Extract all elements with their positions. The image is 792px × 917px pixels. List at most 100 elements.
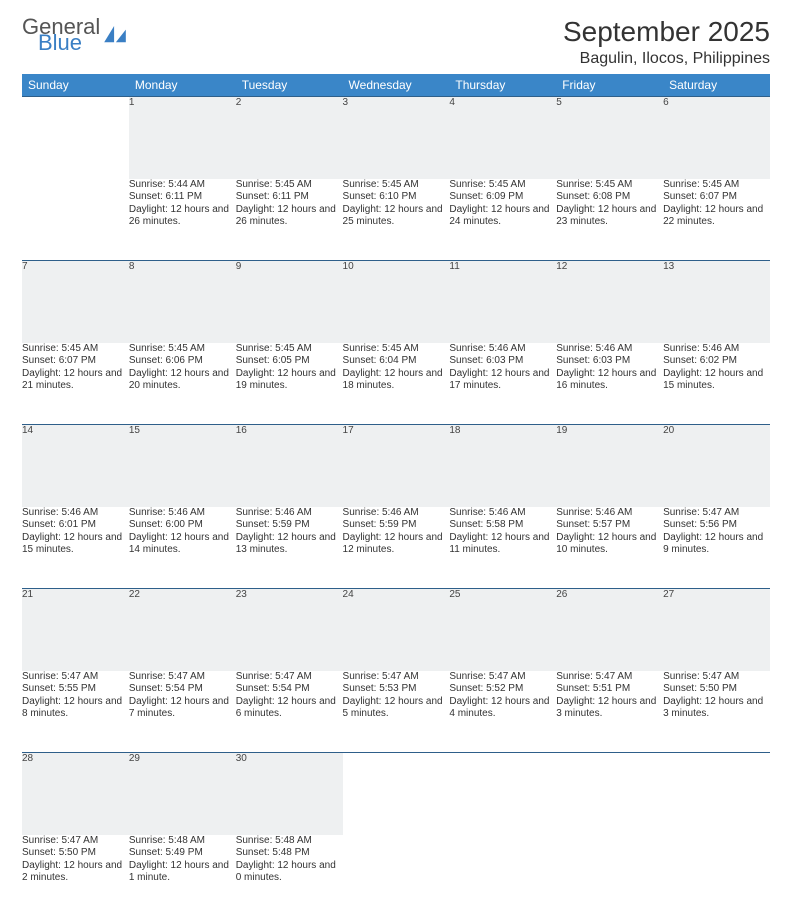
- day-number-cell: 16: [236, 425, 343, 507]
- daylight-text: Daylight: 12 hours and 10 minutes.: [556, 532, 663, 557]
- day-number-cell: 2: [236, 97, 343, 179]
- sunrise-text: Sunrise: 5:45 AM: [663, 179, 770, 192]
- sunrise-text: Sunrise: 5:45 AM: [22, 343, 129, 356]
- daylight-text: Daylight: 12 hours and 22 minutes.: [663, 204, 770, 229]
- sunset-text: Sunset: 5:48 PM: [236, 847, 343, 860]
- day-number: 5: [556, 97, 562, 108]
- sunset-text: Sunset: 5:49 PM: [129, 847, 236, 860]
- day-number: 11: [449, 261, 459, 272]
- daylight-text: Daylight: 12 hours and 6 minutes.: [236, 696, 343, 721]
- daylight-text: Daylight: 12 hours and 7 minutes.: [129, 696, 236, 721]
- day-detail-cell: [449, 835, 556, 917]
- detail-row: Sunrise: 5:44 AMSunset: 6:11 PMDaylight:…: [22, 179, 770, 261]
- day-number-cell: [556, 753, 663, 835]
- day-detail-cell: Sunrise: 5:45 AMSunset: 6:07 PMDaylight:…: [22, 343, 129, 425]
- day-number-cell: 22: [129, 589, 236, 671]
- sunset-text: Sunset: 6:07 PM: [663, 191, 770, 204]
- sunrise-text: Sunrise: 5:46 AM: [663, 343, 770, 356]
- brand-logo: General Blue: [22, 16, 126, 54]
- day-number: 26: [556, 589, 567, 600]
- sunset-text: Sunset: 5:59 PM: [236, 519, 343, 532]
- weekday-header: Thursday: [449, 74, 556, 97]
- day-detail-cell: Sunrise: 5:46 AMSunset: 6:03 PMDaylight:…: [556, 343, 663, 425]
- sunset-text: Sunset: 5:56 PM: [663, 519, 770, 532]
- daylight-text: Daylight: 12 hours and 24 minutes.: [449, 204, 556, 229]
- daylight-text: Daylight: 12 hours and 19 minutes.: [236, 368, 343, 393]
- day-detail-cell: Sunrise: 5:48 AMSunset: 5:48 PMDaylight:…: [236, 835, 343, 917]
- day-number: 1: [129, 97, 135, 108]
- sail-icon: [104, 26, 126, 44]
- day-number-cell: 13: [663, 261, 770, 343]
- sunset-text: Sunset: 5:52 PM: [449, 683, 556, 696]
- day-number: 27: [663, 589, 674, 600]
- day-detail-cell: Sunrise: 5:47 AMSunset: 5:51 PMDaylight:…: [556, 671, 663, 753]
- daylight-text: Daylight: 12 hours and 18 minutes.: [343, 368, 450, 393]
- sunrise-text: Sunrise: 5:45 AM: [556, 179, 663, 192]
- day-number: 12: [556, 261, 567, 272]
- detail-row: Sunrise: 5:47 AMSunset: 5:55 PMDaylight:…: [22, 671, 770, 753]
- daylight-text: Daylight: 12 hours and 3 minutes.: [663, 696, 770, 721]
- detail-row: Sunrise: 5:46 AMSunset: 6:01 PMDaylight:…: [22, 507, 770, 589]
- day-detail-cell: [22, 179, 129, 261]
- sunrise-text: Sunrise: 5:44 AM: [129, 179, 236, 192]
- day-number-cell: 17: [343, 425, 450, 507]
- month-title: September 2025: [563, 16, 770, 48]
- day-number-cell: 6: [663, 97, 770, 179]
- day-number-cell: 5: [556, 97, 663, 179]
- day-number-cell: [22, 97, 129, 179]
- day-number: 18: [449, 425, 460, 436]
- day-number-cell: 7: [22, 261, 129, 343]
- day-detail-cell: Sunrise: 5:45 AMSunset: 6:07 PMDaylight:…: [663, 179, 770, 261]
- day-number-cell: 9: [236, 261, 343, 343]
- sunset-text: Sunset: 6:11 PM: [129, 191, 236, 204]
- daylight-text: Daylight: 12 hours and 9 minutes.: [663, 532, 770, 557]
- day-detail-cell: Sunrise: 5:46 AMSunset: 5:58 PMDaylight:…: [449, 507, 556, 589]
- day-detail-cell: Sunrise: 5:45 AMSunset: 6:05 PMDaylight:…: [236, 343, 343, 425]
- day-detail-cell: Sunrise: 5:46 AMSunset: 5:59 PMDaylight:…: [236, 507, 343, 589]
- weekday-header: Monday: [129, 74, 236, 97]
- daylight-text: Daylight: 12 hours and 1 minute.: [129, 860, 236, 885]
- day-detail-cell: Sunrise: 5:46 AMSunset: 6:02 PMDaylight:…: [663, 343, 770, 425]
- sunset-text: Sunset: 6:01 PM: [22, 519, 129, 532]
- day-detail-cell: Sunrise: 5:47 AMSunset: 5:56 PMDaylight:…: [663, 507, 770, 589]
- day-number: 10: [343, 261, 354, 272]
- day-detail-cell: [556, 835, 663, 917]
- sunset-text: Sunset: 5:57 PM: [556, 519, 663, 532]
- day-detail-cell: Sunrise: 5:47 AMSunset: 5:54 PMDaylight:…: [129, 671, 236, 753]
- sunset-text: Sunset: 5:58 PM: [449, 519, 556, 532]
- daylight-text: Daylight: 12 hours and 17 minutes.: [449, 368, 556, 393]
- location: Bagulin, Ilocos, Philippines: [563, 50, 770, 68]
- day-number: 7: [22, 261, 28, 272]
- day-number: 6: [663, 97, 669, 108]
- day-number: 22: [129, 589, 140, 600]
- day-number-cell: 20: [663, 425, 770, 507]
- sunset-text: Sunset: 6:02 PM: [663, 355, 770, 368]
- day-number: 3: [343, 97, 349, 108]
- daylight-text: Daylight: 12 hours and 13 minutes.: [236, 532, 343, 557]
- daynum-row: 14151617181920: [22, 425, 770, 507]
- sunrise-text: Sunrise: 5:46 AM: [449, 343, 556, 356]
- sunset-text: Sunset: 5:53 PM: [343, 683, 450, 696]
- sunrise-text: Sunrise: 5:47 AM: [236, 671, 343, 684]
- sunset-text: Sunset: 6:03 PM: [449, 355, 556, 368]
- daylight-text: Daylight: 12 hours and 3 minutes.: [556, 696, 663, 721]
- daylight-text: Daylight: 12 hours and 15 minutes.: [22, 532, 129, 557]
- daylight-text: Daylight: 12 hours and 20 minutes.: [129, 368, 236, 393]
- day-detail-cell: Sunrise: 5:46 AMSunset: 6:00 PMDaylight:…: [129, 507, 236, 589]
- day-detail-cell: [343, 835, 450, 917]
- day-number-cell: 30: [236, 753, 343, 835]
- daylight-text: Daylight: 12 hours and 26 minutes.: [236, 204, 343, 229]
- day-detail-cell: Sunrise: 5:47 AMSunset: 5:53 PMDaylight:…: [343, 671, 450, 753]
- day-number-cell: [449, 753, 556, 835]
- day-detail-cell: Sunrise: 5:46 AMSunset: 5:59 PMDaylight:…: [343, 507, 450, 589]
- day-detail-cell: Sunrise: 5:44 AMSunset: 6:11 PMDaylight:…: [129, 179, 236, 261]
- day-number: 24: [343, 589, 354, 600]
- sunrise-text: Sunrise: 5:45 AM: [343, 179, 450, 192]
- weekday-header: Friday: [556, 74, 663, 97]
- day-number: 30: [236, 753, 247, 764]
- sunset-text: Sunset: 6:09 PM: [449, 191, 556, 204]
- daynum-row: 282930: [22, 753, 770, 835]
- sunrise-text: Sunrise: 5:47 AM: [343, 671, 450, 684]
- daylight-text: Daylight: 12 hours and 11 minutes.: [449, 532, 556, 557]
- day-number-cell: 11: [449, 261, 556, 343]
